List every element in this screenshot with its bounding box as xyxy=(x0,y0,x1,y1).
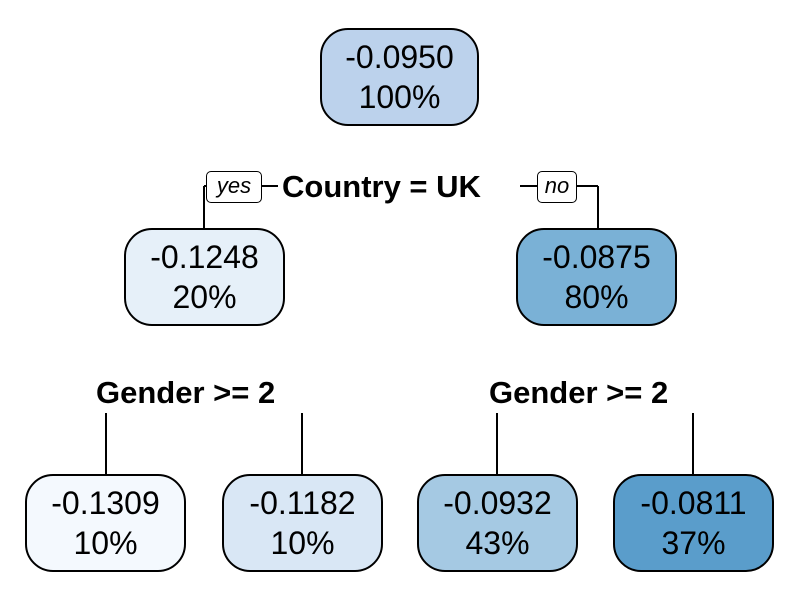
node-root-percent: 100% xyxy=(358,79,441,115)
leaf-4: -0.0811 37% xyxy=(613,474,774,572)
yes-tag: yes xyxy=(206,171,262,203)
leaf-3-percent: 43% xyxy=(465,525,530,561)
split-country: Country = UK xyxy=(282,169,481,204)
node-right: -0.0875 80% xyxy=(516,228,677,326)
leaf-1-percent: 10% xyxy=(73,525,138,561)
node-left-value: -0.1248 xyxy=(150,239,259,275)
split-gender-left: Gender >= 2 xyxy=(96,375,276,410)
node-root: -0.0950 100% xyxy=(320,28,479,126)
leaf-2-value: -0.1182 xyxy=(249,485,356,521)
leaf-1-value: -0.1309 xyxy=(51,485,160,521)
leaf-4-percent: 37% xyxy=(661,525,726,561)
split-gender-right: Gender >= 2 xyxy=(489,375,669,410)
leaf-2-percent: 10% xyxy=(270,525,335,561)
node-right-percent: 80% xyxy=(564,279,629,315)
node-right-value: -0.0875 xyxy=(542,239,651,275)
leaf-4-value: -0.0811 xyxy=(640,485,747,521)
leaf-2: -0.1182 10% xyxy=(222,474,383,572)
node-left: -0.1248 20% xyxy=(124,228,285,326)
leaf-1: -0.1309 10% xyxy=(25,474,186,572)
leaf-3-value: -0.0932 xyxy=(443,485,552,521)
node-left-percent: 20% xyxy=(172,279,237,315)
node-root-value: -0.0950 xyxy=(345,39,454,75)
no-tag: no xyxy=(537,171,577,203)
leaf-3: -0.0932 43% xyxy=(417,474,578,572)
